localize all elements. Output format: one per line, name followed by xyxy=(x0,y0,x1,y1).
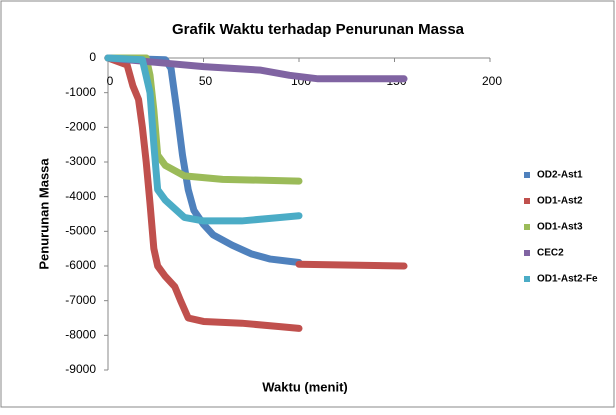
series-line xyxy=(104,54,408,83)
legend-label: OD1-Ast2 xyxy=(537,196,583,207)
legend-marker xyxy=(524,276,530,282)
y-tick-label: -6000 xyxy=(65,258,96,272)
y-tick-label: -8000 xyxy=(65,328,96,342)
y-tick-label: -5000 xyxy=(65,224,96,238)
x-tick-label: 200 xyxy=(482,74,502,88)
legend-marker xyxy=(524,172,530,178)
chart-title: Grafik Waktu terhadap Penurunan Massa xyxy=(172,21,465,38)
y-tick-label: -3000 xyxy=(65,154,96,168)
y-tick-label: -9000 xyxy=(65,362,96,376)
series-line xyxy=(104,54,303,267)
legend-marker xyxy=(524,250,530,256)
legend-label: OD1-Ast2-Fe xyxy=(537,274,598,285)
y-axis-title: Penurunan Massa xyxy=(36,158,51,270)
legend-label: OD2-Ast1 xyxy=(537,170,583,181)
series-line xyxy=(104,54,408,332)
y-tick-label: -1000 xyxy=(65,85,96,99)
y-tick-label: -4000 xyxy=(65,189,96,203)
y-tick-label: -7000 xyxy=(65,293,96,307)
legend-label: OD1-Ast3 xyxy=(537,222,583,233)
x-axis-title: Waktu (menit) xyxy=(262,379,347,394)
legend-label: CEC2 xyxy=(537,248,564,259)
x-tick-label: 50 xyxy=(199,74,213,88)
legend-marker xyxy=(524,224,530,230)
y-tick-label: 0 xyxy=(89,50,96,64)
x-tick-label: 0 xyxy=(107,74,114,88)
legend-marker xyxy=(524,198,530,204)
series-line xyxy=(104,54,303,225)
y-tick-label: -2000 xyxy=(65,120,96,134)
